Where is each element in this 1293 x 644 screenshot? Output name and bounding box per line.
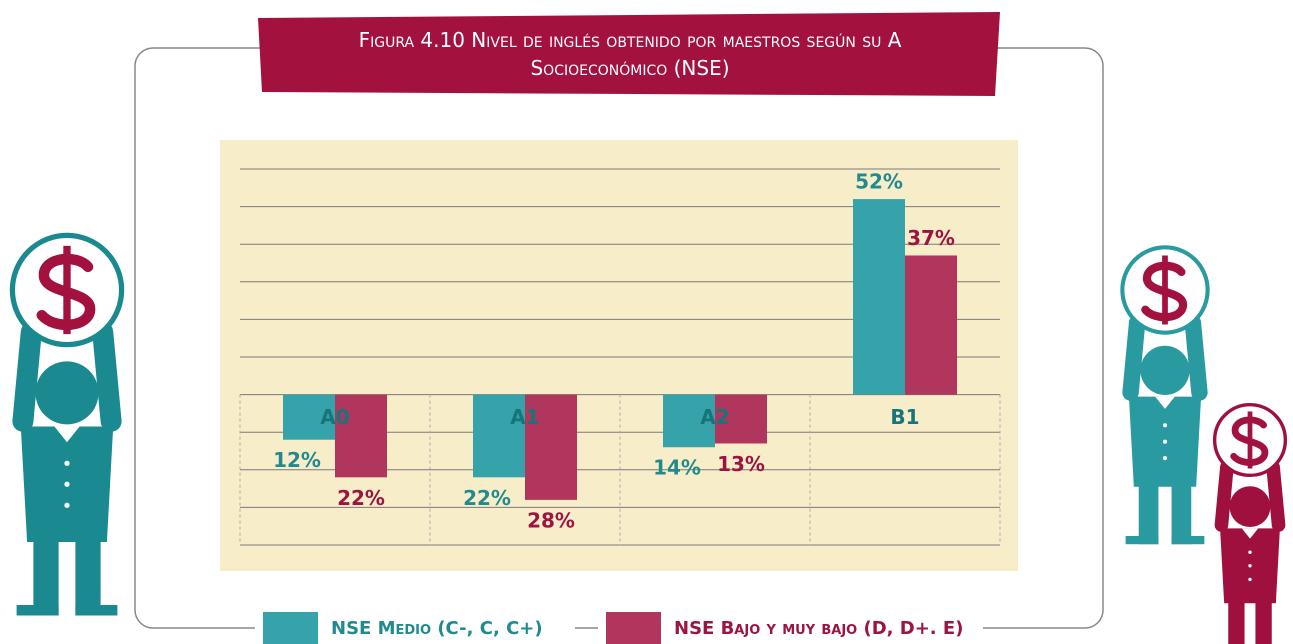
- x-tick-label: B1: [890, 405, 919, 429]
- x-tick-label: A1: [510, 405, 539, 429]
- x-tick-label: A2: [700, 405, 729, 429]
- value-label: 52%: [855, 170, 903, 194]
- value-label: 14%: [653, 456, 701, 480]
- bar: [905, 255, 957, 394]
- legend-swatch: [606, 612, 661, 644]
- value-label: 37%: [907, 226, 955, 250]
- value-label: 28%: [527, 508, 575, 532]
- legend-label: NSE Medio (C-, C, C+): [331, 618, 543, 639]
- value-label: 22%: [337, 486, 385, 510]
- x-tick-label: A0: [320, 405, 349, 429]
- person-icon: [1122, 247, 1207, 544]
- legend-swatch: [263, 612, 318, 644]
- person-icon: [12, 235, 121, 615]
- value-label: 22%: [463, 486, 511, 510]
- bar: [853, 199, 905, 395]
- legend-label: NSE Bajo y muy bajo (D, D+. E): [674, 618, 963, 639]
- legend: NSE Medio (C-, C, C+) NSE Bajo y muy bajo…: [255, 610, 983, 644]
- person-icon: [1215, 405, 1286, 644]
- page: 12% 22% A0 22% 28% A1 14% 13% A2 52% 37% B1 NSE Medi…: [0, 0, 1293, 644]
- value-label: 13%: [717, 452, 765, 476]
- chart-title: Figura 4.10 Nivel de inglés obtenido por…: [300, 26, 960, 82]
- value-label: 12%: [273, 448, 321, 472]
- chart: 12% 22% A0 22% 28% A1 14% 13% A2 52% 37% B1 NSE Medi…: [0, 0, 1293, 644]
